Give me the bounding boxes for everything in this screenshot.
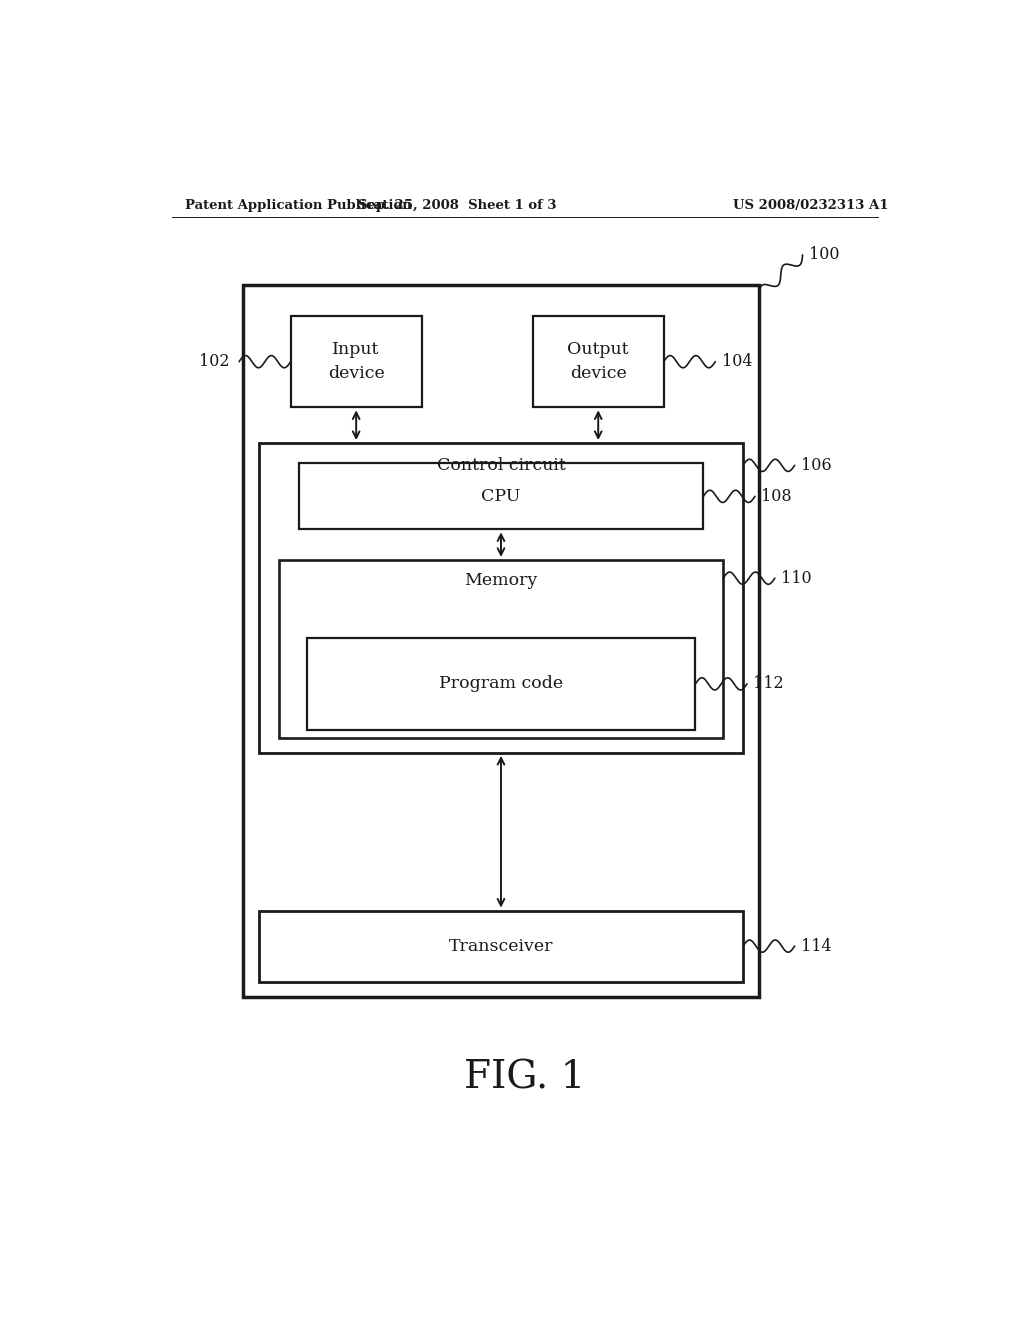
Text: 106: 106 [801, 457, 831, 474]
Text: 112: 112 [754, 676, 784, 693]
Text: Control circuit: Control circuit [436, 457, 565, 474]
Bar [279, 560, 723, 738]
Text: Memory: Memory [464, 572, 538, 589]
Text: 104: 104 [722, 354, 752, 370]
Text: CPU: CPU [481, 488, 520, 504]
Text: US 2008/0232313 A1: US 2008/0232313 A1 [733, 198, 888, 211]
Bar [259, 444, 743, 752]
Bar [259, 911, 743, 982]
Text: FIG. 1: FIG. 1 [464, 1060, 586, 1097]
Text: Sep. 25, 2008  Sheet 1 of 3: Sep. 25, 2008 Sheet 1 of 3 [358, 198, 557, 211]
Bar [306, 638, 695, 730]
Bar [243, 285, 759, 997]
Text: 114: 114 [801, 937, 831, 954]
Text: Patent Application Publication: Patent Application Publication [185, 198, 412, 211]
Text: 102: 102 [199, 354, 229, 370]
Bar [291, 315, 422, 408]
Text: Output
device: Output device [567, 342, 629, 381]
Text: 110: 110 [781, 570, 812, 586]
Bar [299, 463, 703, 529]
Text: 108: 108 [761, 488, 792, 504]
Text: Transceiver: Transceiver [449, 937, 553, 954]
Text: 100: 100 [809, 247, 840, 264]
Text: Program code: Program code [439, 676, 563, 693]
Bar [532, 315, 664, 408]
Text: Input
device: Input device [328, 342, 385, 381]
